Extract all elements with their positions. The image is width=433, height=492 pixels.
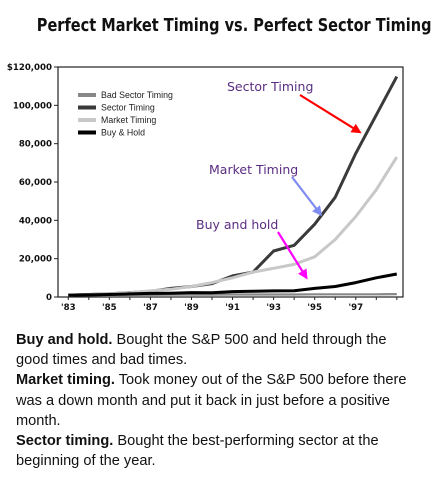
annotation-arrow: [291, 176, 323, 217]
description-text: Took money out of the S&P 500 before the…: [16, 372, 407, 429]
y-tick-label: 80,000: [19, 140, 52, 150]
line-chart: 0 20,000 40,000 60,000 80,000 100,000 $120,000…: [7, 63, 404, 313]
description-market-timing: Market timing. Took money out of the S&P…: [16, 370, 420, 431]
x-tick-label: '89: [184, 303, 199, 313]
y-tick-label: $120,000: [7, 63, 52, 73]
description-buy-and-hold: Buy and hold. Bought the S&P 500 and hel…: [16, 330, 420, 370]
x-tick-label: '83: [61, 303, 76, 313]
description-term: Sector timing.: [16, 433, 114, 450]
description-text: Bought the S&P 500 and held through the …: [16, 332, 387, 369]
annotation-arrow: [299, 94, 362, 134]
y-tick-label: 60,000: [19, 178, 52, 188]
series-line-buy-hold: [68, 272, 398, 297]
x-tick-label: '95: [307, 303, 322, 313]
y-tick-label: 40,000: [19, 216, 52, 226]
x-tick-label: '85: [102, 303, 117, 313]
annotation-arrow: [277, 231, 308, 280]
legend-label: Market Timing: [101, 115, 156, 125]
annotation-label: Sector Timing: [227, 79, 313, 94]
description-term: Market timing.: [16, 372, 115, 389]
x-tick-label: '87: [143, 303, 158, 313]
y-tick-label: 20,000: [19, 255, 52, 265]
legend-label: Buy & Hold: [101, 128, 145, 138]
annotation-label: Buy and hold: [196, 217, 278, 232]
plot-frame: [57, 66, 404, 298]
description-text: Bought the best-performing sector at the…: [16, 433, 379, 470]
x-tick-label: '97: [348, 303, 363, 313]
description-term: Buy and hold.: [16, 332, 113, 348]
y-tick-label: 0: [46, 293, 52, 303]
description-sector-timing: Sector timing. Bought the best-performin…: [16, 431, 420, 471]
descriptions: Buy and hold. Bought the S&P 500 and hel…: [16, 330, 420, 471]
annotation-label: Market Timing: [209, 162, 298, 177]
y-tick-label: 100,000: [13, 101, 52, 111]
legend-label: Sector Timing: [101, 103, 155, 113]
legend-label: Bad Sector Timing: [101, 90, 173, 100]
x-tick-label: '91: [225, 303, 240, 313]
chart-title: Perfect Market Timing vs. Perfect Sector…: [36, 16, 432, 36]
x-tick-label: '93: [266, 303, 281, 313]
